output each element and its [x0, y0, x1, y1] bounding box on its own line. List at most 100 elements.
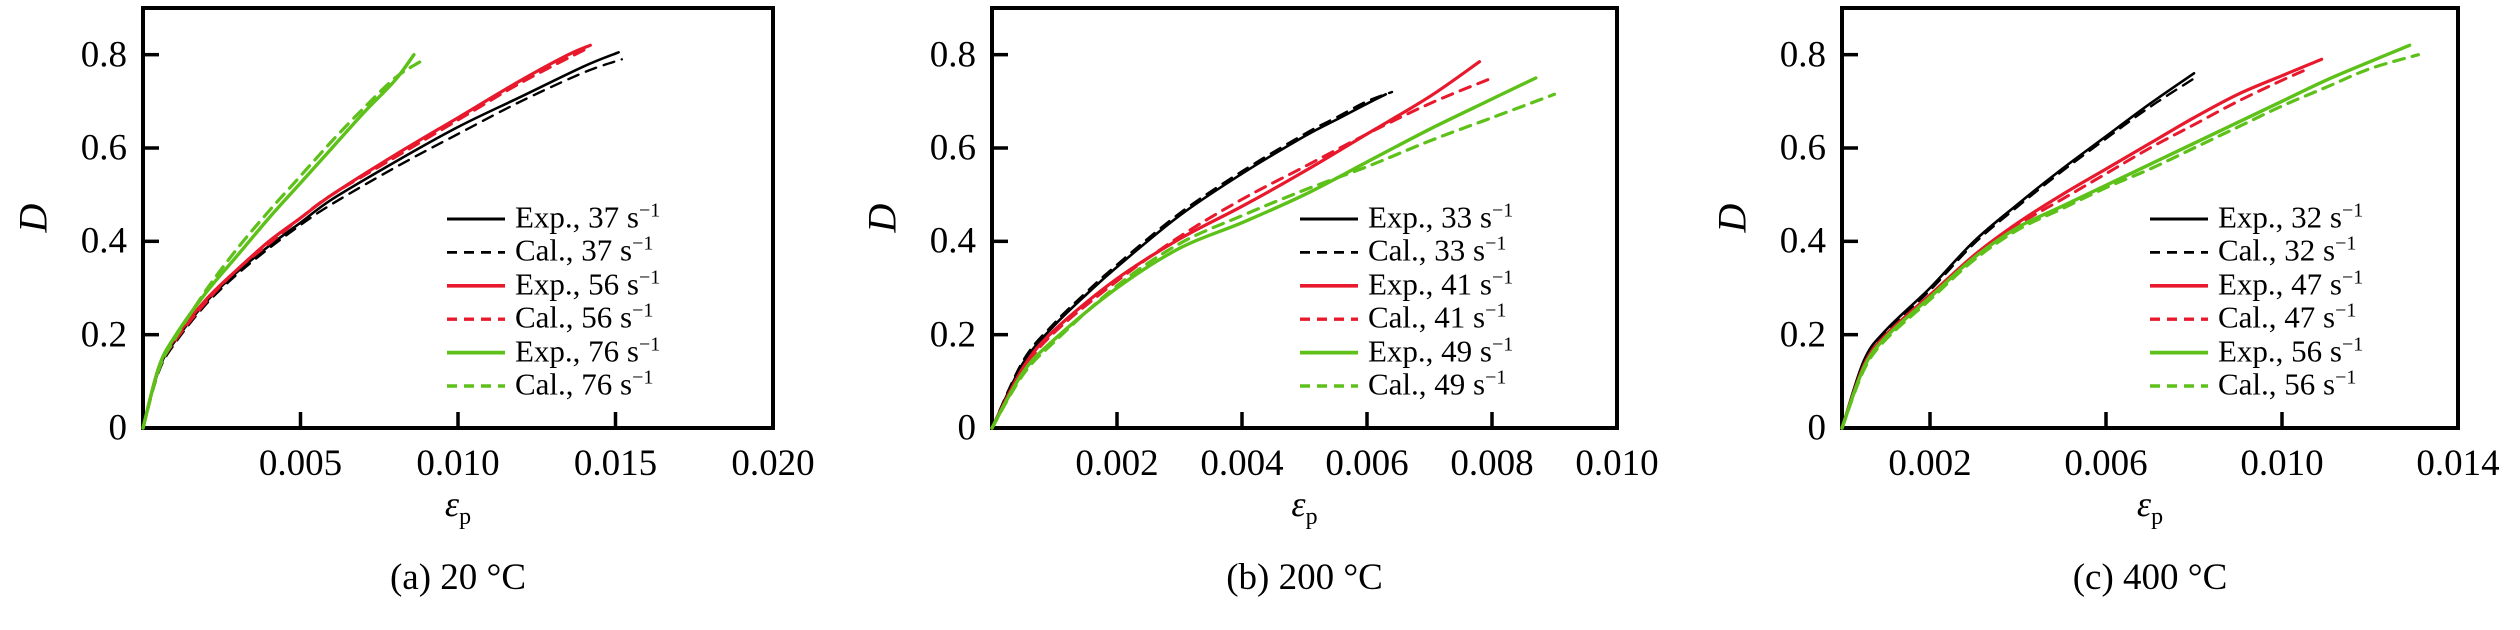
y-tick-label: 0.8	[80, 34, 127, 76]
legend-label-text: Exp., 56 s	[2218, 333, 2342, 369]
y-axis-label: D	[859, 203, 905, 233]
y-tick-label: 0	[957, 407, 977, 449]
legend-item-label: Exp., 56 s−1	[515, 266, 660, 302]
curve-cal-32-s-	[1840, 74, 2200, 430]
y-tick-label: 0.2	[1779, 314, 1826, 356]
legend-label-superscript: −1	[1485, 232, 1507, 255]
chart-caption: (b) 200 °C	[1226, 557, 1383, 598]
y-tick-label: 0	[108, 407, 128, 449]
legend-label-text: Exp., 41 s	[1368, 266, 1492, 302]
x-tick-label: 0.010	[416, 443, 500, 484]
epsilon-symbol: ε	[444, 484, 460, 524]
y-tick-label: 0.6	[929, 127, 976, 169]
x-axis-label: εp	[2137, 483, 2163, 531]
legend-item-label: Cal., 33 s−1	[1368, 233, 1506, 269]
x-tick-label: 0.020	[731, 443, 815, 484]
curve-exp-32-s-	[1840, 72, 2196, 430]
legend-item-label: Exp., 37 s−1	[515, 199, 660, 235]
epsilon-symbol: ε	[1291, 484, 1306, 524]
curve-exp-49-s-	[990, 76, 1538, 430]
legend-label-superscript: −1	[632, 299, 654, 322]
curve-cal-56-s-	[1840, 53, 2420, 430]
curve-exp-41-s-	[990, 60, 1482, 430]
y-tick-label: 0.4	[1779, 220, 1826, 262]
legend-label-text: Cal., 41 s	[1368, 299, 1486, 335]
plot-frame	[1840, 6, 2460, 430]
x-tick-label: 0.010	[2240, 443, 2324, 484]
legend-label-text: Exp., 49 s	[1368, 333, 1492, 369]
legend-item-label: Exp., 49 s−1	[1368, 333, 1513, 369]
legend-label-superscript: −1	[639, 332, 661, 355]
curve-exp-56-s-	[1840, 43, 2412, 430]
y-axis-label: D	[10, 203, 56, 233]
epsilon-subscript: p	[1305, 504, 1318, 530]
y-tick-label: 0.4	[929, 220, 976, 262]
chart-1	[141, 6, 775, 430]
legend-item-label: Exp., 32 s−1	[2218, 199, 2363, 235]
legend-label-superscript: −1	[1485, 366, 1507, 389]
y-tick-label: 0.4	[80, 220, 127, 262]
legend-label-superscript: −1	[1492, 332, 1514, 355]
curve-cal-76-s-	[141, 60, 422, 430]
legend-label-superscript: −1	[2335, 299, 2357, 322]
legend-item-label: Exp., 76 s−1	[515, 333, 660, 369]
legend-item-label: Cal., 47 s−1	[2218, 300, 2356, 336]
y-axis-label: D	[1709, 203, 1755, 233]
legend-label-superscript: −1	[1492, 266, 1514, 289]
chart-caption: (a) 20 °C	[389, 557, 527, 598]
epsilon-subscript: p	[2151, 504, 2164, 530]
legend-label-text: Exp., 47 s	[2218, 266, 2342, 302]
chart-2	[990, 6, 1619, 430]
epsilon-symbol: ε	[2136, 484, 2152, 524]
plot-frame	[990, 6, 1619, 430]
legend-label-superscript: −1	[1492, 199, 1514, 222]
x-tick-label: 0.006	[1325, 443, 1409, 484]
legend-item-label: Cal., 49 s−1	[1368, 366, 1506, 402]
legend-item-label: Cal., 32 s−1	[2218, 233, 2356, 269]
legend-label-superscript: −1	[2342, 199, 2364, 222]
legend-label-superscript: −1	[2335, 232, 2357, 255]
legend-label-text: Exp., 37 s	[515, 199, 639, 235]
x-tick-label: 0.010	[1575, 443, 1659, 484]
x-axis-label: εp	[445, 483, 471, 531]
legend-label-text: Exp., 32 s	[2218, 199, 2342, 235]
legend-item-label: Exp., 47 s−1	[2218, 266, 2363, 302]
legend-label-superscript: −1	[2342, 266, 2364, 289]
legend-label-text: Cal., 33 s	[1368, 233, 1486, 269]
legend-item-label: Cal., 56 s−1	[2218, 366, 2356, 402]
y-tick-label: 0.8	[1779, 34, 1826, 76]
legend-label-superscript: −1	[639, 199, 661, 222]
x-tick-label: 0.014	[2416, 443, 2500, 484]
legend-label-text: Cal., 49 s	[1368, 366, 1486, 402]
y-tick-label: 0.6	[1779, 127, 1826, 169]
plot-frame	[141, 6, 775, 430]
legend-label-superscript: −1	[1485, 299, 1507, 322]
legend-item-label: Cal., 76 s−1	[515, 366, 653, 402]
legend-item-label: Exp., 41 s−1	[1368, 266, 1513, 302]
epsilon-subscript: p	[459, 504, 472, 530]
x-tick-label: 0.008	[1450, 443, 1534, 484]
x-tick-label: 0.002	[1075, 443, 1159, 484]
legend-label-text: Exp., 33 s	[1368, 199, 1492, 235]
legend-label-text: Exp., 56 s	[515, 266, 639, 302]
legend-label-text: Cal., 37 s	[515, 233, 633, 269]
curve-cal-41-s-	[990, 76, 1494, 430]
y-tick-label: 0.8	[929, 34, 976, 76]
legend-label-text: Cal., 32 s	[2218, 233, 2336, 269]
y-tick-label: 0	[1807, 407, 1827, 449]
x-tick-label: 0.006	[2064, 443, 2148, 484]
y-tick-label: 0.6	[80, 127, 127, 169]
legend-label-superscript: −1	[639, 266, 661, 289]
legend-item-label: Cal., 41 s−1	[1368, 300, 1506, 336]
legend-label-text: Exp., 76 s	[515, 333, 639, 369]
curve-cal-33-s-	[990, 90, 1394, 430]
legend-label-text: Cal., 56 s	[2218, 366, 2336, 402]
legend-label-text: Cal., 56 s	[515, 299, 633, 335]
y-tick-label: 0.2	[929, 314, 976, 356]
legend-item-label: Cal., 37 s−1	[515, 233, 653, 269]
legend-label-text: Cal., 76 s	[515, 366, 633, 402]
x-tick-label: 0.002	[1888, 443, 1972, 484]
y-tick-label: 0.2	[80, 314, 127, 356]
